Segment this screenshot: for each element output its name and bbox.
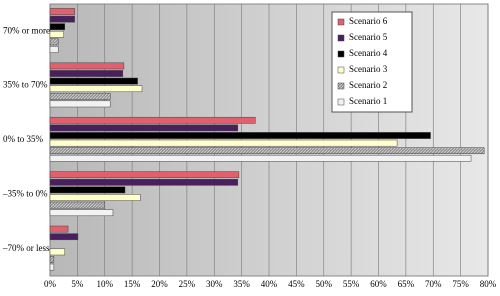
x-tick-label: 35% <box>233 279 250 289</box>
legend-swatch <box>337 98 345 106</box>
legend-box <box>331 11 413 113</box>
x-tick-label: 80% <box>480 279 497 289</box>
bar <box>49 201 105 209</box>
legend-label: Scenario 2 <box>349 80 387 90</box>
legend-label: Scenario 1 <box>349 96 387 106</box>
legend-swatch <box>337 82 345 90</box>
bar <box>49 124 239 132</box>
bar <box>49 132 431 139</box>
bar <box>49 154 472 162</box>
bar <box>49 248 66 256</box>
bar <box>49 233 79 241</box>
x-tick-label: 50% <box>316 279 333 289</box>
bar <box>49 194 141 201</box>
legend-swatch <box>337 34 345 42</box>
bar <box>49 100 111 108</box>
x-tick-label: 40% <box>261 279 278 289</box>
legend-label: Scenario 5 <box>349 32 388 42</box>
bar <box>49 30 64 38</box>
bar <box>49 171 240 179</box>
bar <box>49 139 398 147</box>
bar <box>49 256 55 263</box>
bar <box>49 77 138 85</box>
x-tick-label: 75% <box>452 279 469 289</box>
bar <box>49 209 114 217</box>
x-tick-label: 0% <box>44 279 57 289</box>
bar <box>49 46 59 53</box>
bar <box>49 38 59 46</box>
bar <box>49 147 485 155</box>
legend-swatch <box>337 66 345 74</box>
y-tick-label: –35% to 0% <box>2 188 48 198</box>
legend-swatch <box>337 18 345 26</box>
y-tick-label: –70% or less <box>2 243 50 253</box>
bar <box>49 70 124 77</box>
x-tick-label: 60% <box>370 279 387 289</box>
bar <box>49 85 143 93</box>
x-tick-label: 10% <box>97 279 114 289</box>
bar <box>49 186 126 194</box>
bar <box>49 62 125 70</box>
bar <box>49 23 66 31</box>
legend-swatch <box>337 50 345 58</box>
legend-label: Scenario 4 <box>349 48 388 58</box>
x-tick-label: 65% <box>398 279 415 289</box>
y-tick-label: 0% to 35% <box>3 134 43 144</box>
bar <box>49 225 69 233</box>
bar <box>49 92 111 100</box>
y-tick-label: 35% to 70% <box>3 80 48 90</box>
x-tick-label: 70% <box>425 279 442 289</box>
legend-label: Scenario 3 <box>349 64 388 74</box>
x-tick-label: 45% <box>288 279 305 289</box>
bar <box>49 263 55 271</box>
bar <box>49 116 256 124</box>
bar <box>49 178 239 186</box>
x-tick-label: 5% <box>71 279 84 289</box>
x-tick-label: 25% <box>179 279 196 289</box>
legend-label: Scenario 6 <box>349 16 388 26</box>
x-tick-label: 30% <box>206 279 223 289</box>
x-tick-label: 55% <box>343 279 360 289</box>
y-tick-label: 70% or more <box>3 25 50 35</box>
bar <box>49 15 75 23</box>
bar <box>49 8 75 15</box>
x-tick-label: 20% <box>151 279 168 289</box>
x-tick-label: 15% <box>124 279 141 289</box>
